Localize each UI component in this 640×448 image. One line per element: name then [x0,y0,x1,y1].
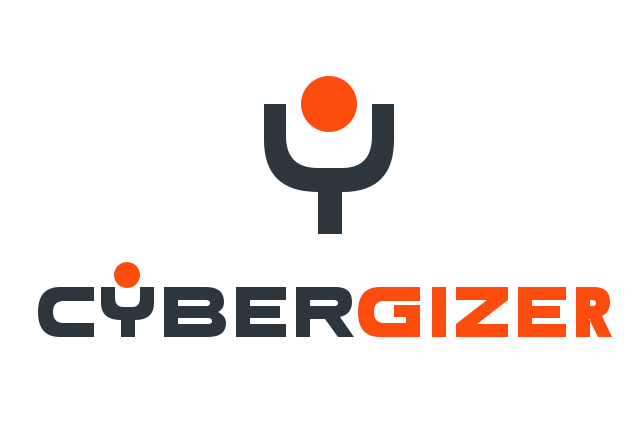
letter-e-2 [518,287,566,337]
person-y-emblem-icon [264,76,394,234]
letter-z [456,287,508,337]
letter-g [358,287,420,337]
letter-r-1 [296,287,354,337]
letter-r-2 [576,287,612,337]
letter-y [101,262,154,337]
letter-e-1 [236,287,286,337]
wordmark [38,262,612,337]
letter-c [38,287,94,337]
letter-b [164,287,226,337]
letter-i [432,287,446,337]
